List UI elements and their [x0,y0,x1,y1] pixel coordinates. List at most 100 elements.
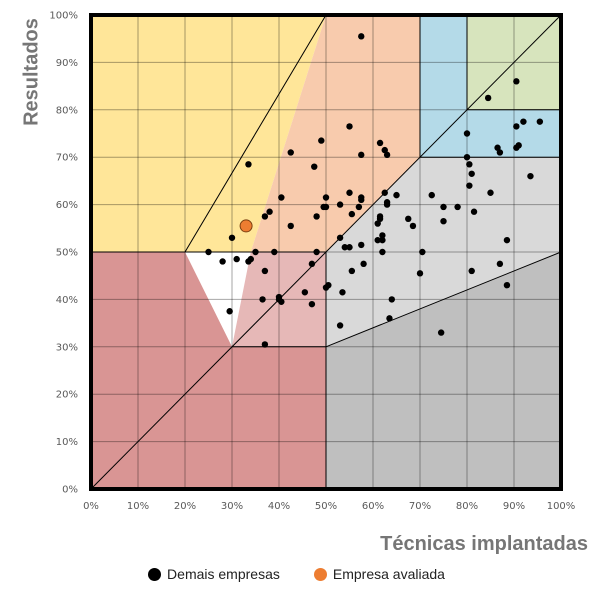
point-demais-empresas-2 [513,78,520,85]
point-demais-empresas-22 [437,329,445,336]
region-1 [250,15,420,252]
point-demais-empresas-58 [287,222,294,230]
x-tick-label: 60% [362,501,384,512]
point-demais-empresas-28 [358,151,365,159]
point-demais-empresas-51 [376,215,384,223]
point-empresa-avaliada-0 [239,219,253,233]
point-demais-empresas-15 [466,182,473,189]
point-demais-empresas-39 [336,201,344,208]
point-demais-empresas-69 [341,244,348,251]
point-demais-empresas-35 [383,201,391,208]
point-demais-empresas-62 [379,236,386,244]
y-tick-label: 10% [56,437,78,448]
point-demais-empresas-61 [379,232,386,239]
point-demais-empresas-21 [468,267,475,275]
point-demais-empresas-86 [271,248,278,256]
y-tick-label: 100% [49,11,78,22]
y-tick-label: 80% [56,105,78,116]
point-demais-empresas-38 [358,196,365,204]
point-demais-empresas-91 [226,308,233,315]
region-0 [91,15,326,252]
point-demais-empresas-68 [348,267,356,275]
y-tick-label: 0% [62,485,78,496]
point-demais-empresas-20 [503,281,511,289]
point-demais-empresas-95 [336,322,344,329]
point-demais-empresas-12 [463,154,471,161]
point-demais-empresas-13 [466,161,473,168]
point-demais-empresas-77 [308,300,316,308]
point-demais-empresas-64 [379,248,386,256]
point-demais-empresas-25 [376,139,384,147]
point-demais-empresas-76 [301,289,309,296]
point-demais-empresas-16 [487,189,494,196]
point-demais-empresas-75 [322,284,330,291]
x-tick-label: 20% [174,501,196,512]
point-demais-empresas-47 [440,217,447,225]
point-demais-empresas-3 [520,118,527,125]
legend-label-demais-empresas: Demais empresas [167,566,280,582]
point-demais-empresas-82 [261,267,269,275]
y-tick-label: 20% [56,390,78,401]
point-demais-empresas-54 [313,213,320,220]
point-demais-empresas-56 [266,208,273,215]
point-demais-empresas-72 [308,260,316,268]
point-demais-empresas-53 [348,210,356,218]
x-tick-label: 10% [127,501,149,512]
point-demais-empresas-9 [494,144,501,151]
plot-frame [89,13,563,491]
point-demais-empresas-0 [358,33,365,40]
point-demais-empresas-11 [527,172,534,180]
x-tick-label: 70% [409,501,431,512]
point-demais-empresas-88 [219,258,226,265]
point-demais-empresas-46 [454,203,461,211]
point-demais-empresas-30 [287,149,294,156]
point-demais-empresas-42 [322,194,330,201]
point-demais-empresas-10 [496,149,504,156]
x-tick-label: 50% [315,501,337,512]
point-demais-empresas-81 [259,296,266,303]
point-demais-empresas-6 [463,130,471,137]
x-axis-title: Técnicas implantadas [380,533,588,555]
point-demais-empresas-52 [374,220,381,227]
point-demais-empresas-92 [261,341,269,348]
point-demais-empresas-45 [440,203,447,211]
x-tick-label: 40% [268,501,290,512]
point-demais-empresas-18 [503,236,511,244]
point-demais-empresas-33 [393,191,400,199]
point-demais-empresas-94 [386,315,393,322]
x-tick-label: 90% [503,501,525,512]
point-demais-empresas-59 [336,234,344,241]
x-tick-label: 80% [456,501,478,512]
point-demais-empresas-57 [261,213,269,220]
legend-label-empresa-avaliada: Empresa avaliada [332,566,445,582]
legend-item-empresa-avaliada: Empresa avaliada [313,566,445,582]
point-demais-empresas-1 [484,94,492,102]
point-demais-empresas-26 [381,146,388,154]
point-demais-empresas-60 [358,241,365,249]
legend: Demais empresas Empresa avaliada [0,566,593,582]
point-demais-empresas-36 [346,189,353,196]
y-tick-label: 60% [56,200,78,211]
point-demais-empresas-70 [346,244,353,251]
point-demais-empresas-43 [355,203,363,211]
point-demais-empresas-87 [233,255,240,263]
point-demais-empresas-71 [313,248,320,256]
point-demais-empresas-85 [252,248,259,256]
point-demais-empresas-14 [468,170,475,177]
region-boundary-2 [325,251,562,348]
point-demais-empresas-67 [360,260,367,268]
legend-marker-demais-empresas [148,567,162,581]
y-tick-label: 90% [56,58,78,69]
point-demais-empresas-84 [245,258,252,265]
x-tick-label: 0% [83,501,99,512]
point-demais-empresas-8 [515,142,522,149]
point-demais-empresas-49 [409,222,417,230]
point-demais-empresas-24 [318,137,325,144]
point-demais-empresas-29 [245,161,252,168]
point-demais-empresas-90 [228,234,236,241]
legend-marker-empresa-avaliada [313,567,327,581]
point-demais-empresas-27 [383,151,391,159]
point-demais-empresas-41 [320,203,327,211]
y-axis-title: Resultados [20,18,43,126]
